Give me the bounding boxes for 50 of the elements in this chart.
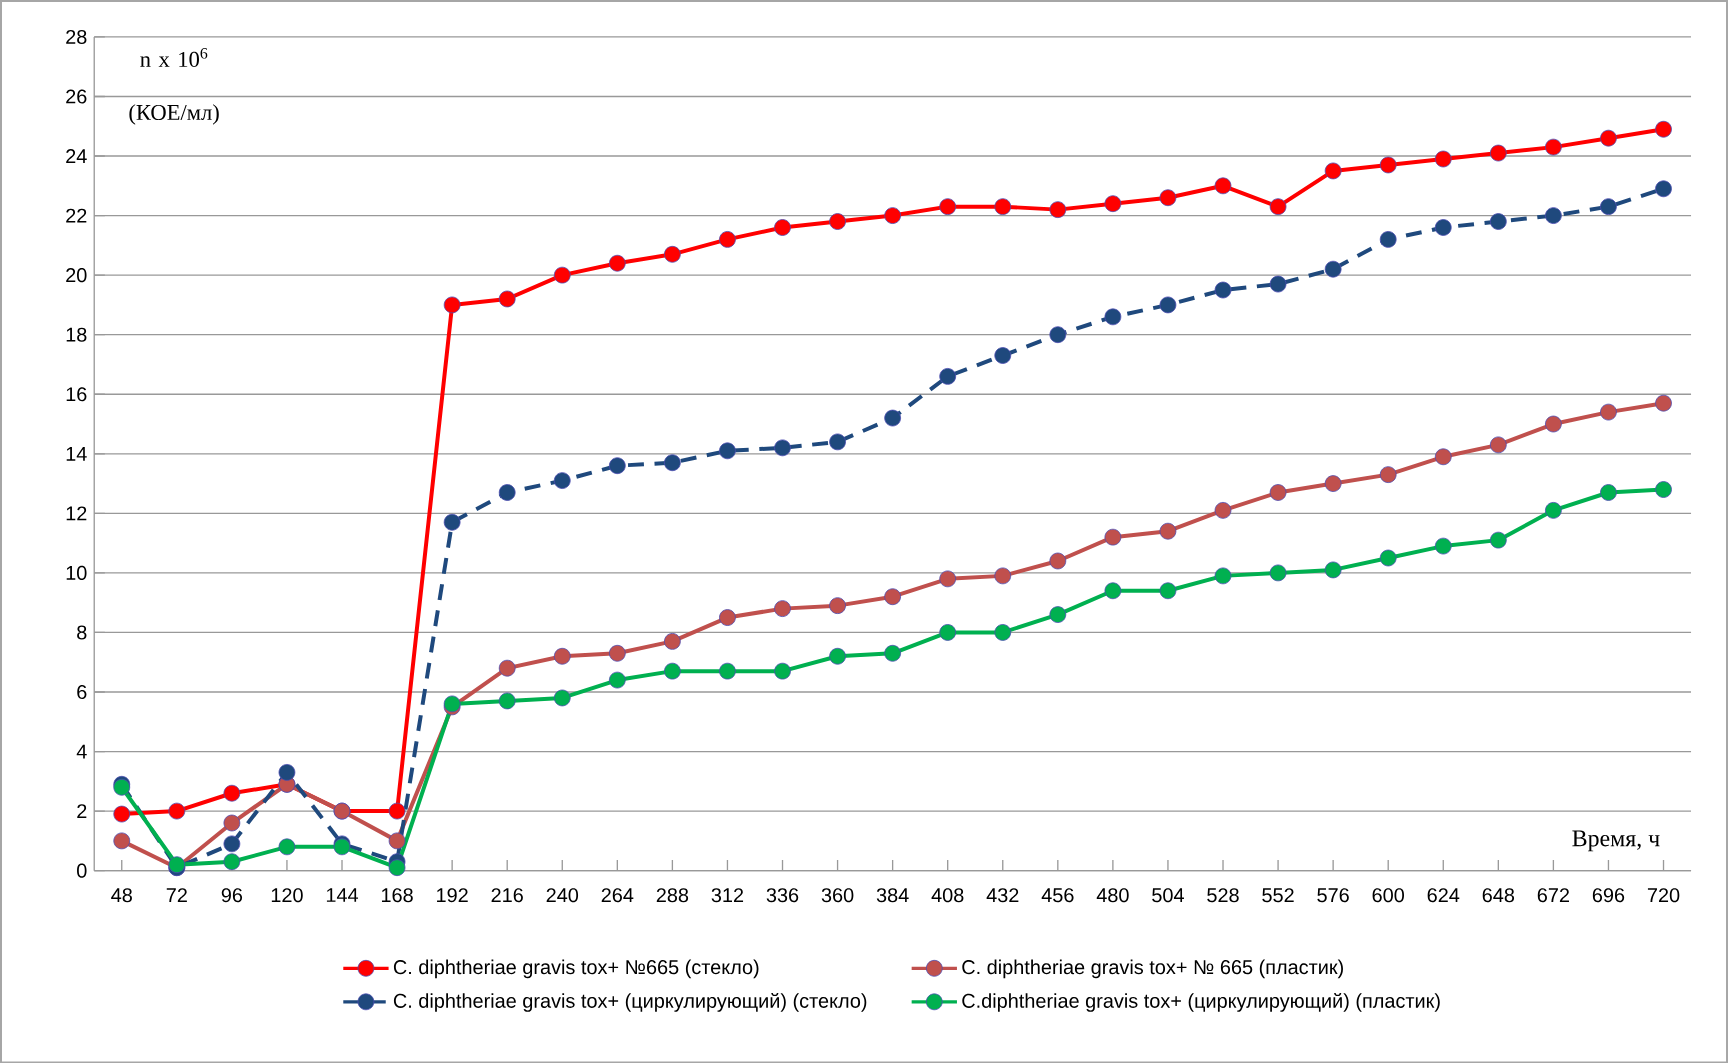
x-tick-label: 480	[1096, 887, 1129, 903]
text: n x 10$^{6}$ (КОЕ/мл)	[129, 47, 219, 125]
x-tick-label: 384	[876, 887, 909, 903]
y-tick-label: 0	[77, 863, 87, 878]
x-tick-label: 408	[931, 887, 964, 903]
legend-label: C. diphtheriae gravis tox+ №665 (стекло)	[393, 959, 759, 978]
y-tick-label: 14	[66, 446, 87, 461]
x-tick-label: 456	[1041, 887, 1074, 903]
x-tick-label: 648	[1482, 887, 1515, 903]
x-tick-label: 288	[656, 887, 689, 903]
legend-label: C.diphtheriae gravis tox+ (циркулирующий) (пластик)	[962, 992, 1440, 1012]
y-tick-label: 8	[77, 625, 87, 640]
y-tick-label: 18	[66, 327, 87, 342]
x-tick-label: 216	[491, 887, 523, 903]
y-tick-label: 20	[66, 267, 87, 282]
x-tick-label: 504	[1152, 887, 1184, 903]
x-tick-label: 312	[711, 887, 744, 903]
y-tick-label: 6	[77, 684, 87, 699]
y-tick-label: 24	[66, 148, 87, 163]
y-tick-label: 26	[66, 89, 87, 104]
x-tick-label: 576	[1317, 887, 1349, 903]
y-tick-label: 4	[76, 744, 87, 759]
x-tick-label: 432	[986, 887, 1019, 903]
x-tick-label: 48	[111, 887, 132, 903]
x-tick-label: 696	[1592, 887, 1625, 903]
x-tick-label: 600	[1372, 887, 1405, 903]
x-tick-label: 720	[1647, 887, 1680, 903]
x-tick-label: 336	[766, 887, 799, 903]
x-tick-label: 552	[1262, 887, 1294, 903]
x-tick-label: 120	[271, 887, 303, 903]
x-tick-label: 240	[546, 887, 579, 903]
x-tick-label: 168	[381, 887, 413, 903]
x-tick-label: 72	[166, 887, 187, 902]
x-tick-label: 192	[437, 887, 468, 903]
x-tick-label: 672	[1537, 887, 1569, 903]
x-tick-label: 624	[1427, 887, 1460, 903]
y-tick-label: 2	[77, 803, 87, 818]
y-tick-label: 16	[66, 386, 87, 402]
x-tick-label: 528	[1207, 887, 1239, 903]
y-tick-label: 22	[66, 208, 87, 223]
x-tick-label: 360	[821, 887, 854, 903]
legend-label: C. diphtheriae gravis tox+ (циркулирующий) (стекло)	[393, 992, 867, 1012]
legend-label: C. diphtheriae gravis tox+ № 665 (пластик)	[962, 959, 1343, 978]
x-axis-title: Время, ч	[1572, 830, 1660, 852]
y-tick-label: 12	[66, 506, 87, 521]
x-tick-label: 96	[221, 887, 243, 903]
y-tick-label: 10	[66, 565, 87, 580]
x-tick-label: 264	[601, 887, 634, 903]
y-tick-label: 28	[66, 29, 87, 44]
x-tick-label: 144	[326, 887, 359, 902]
